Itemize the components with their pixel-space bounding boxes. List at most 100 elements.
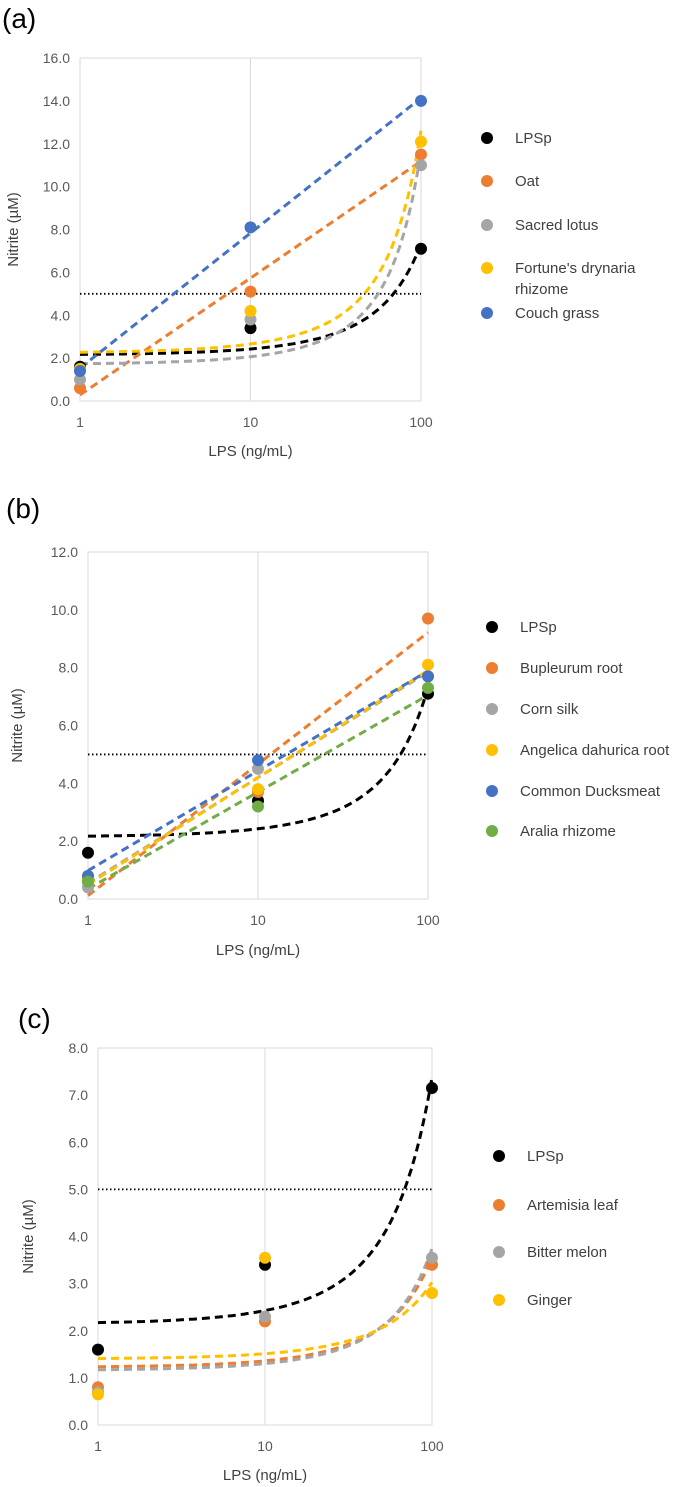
y-tick-label: 0.0 <box>59 891 79 907</box>
legend-marker <box>481 307 493 319</box>
legend-marker <box>486 744 498 756</box>
data-point-bupleurum-root <box>422 612 434 625</box>
data-point-angelica-dahurica-root <box>422 658 434 671</box>
y-tick-label: 4.0 <box>69 1229 89 1245</box>
y-axis-title: Nitrite (µM) <box>5 192 22 266</box>
data-point-ginger <box>259 1251 271 1264</box>
trendline-bitter-melon <box>98 1248 434 1372</box>
legend-marker <box>481 175 493 187</box>
legend-label: Fortune's drynaria rhizome <box>515 260 636 298</box>
legend: LPSp Oat Sacred lotus Fortune's drynaria rhi… <box>481 130 636 322</box>
data-point-sacred-lotus <box>415 159 427 172</box>
legend-marker <box>481 262 493 274</box>
trendline-lpsp <box>97 1077 434 1325</box>
data-point-oat <box>244 285 257 298</box>
data-point-couch-grass <box>415 94 427 107</box>
y-tick-label: 6.0 <box>59 718 79 734</box>
legend-label: LPSp <box>520 619 557 636</box>
chart-panel-2: (b) 1 10 100 0.0 2.0 4.0 6.0 8.0 10.0 12.0 LPS (ng/… <box>6 493 670 959</box>
y-tick-label: 0.0 <box>51 393 71 409</box>
legend-label: Bupleurum root <box>520 660 623 677</box>
legend-label: Common Ducksmeat <box>520 783 661 800</box>
legend-label: Oat <box>515 173 540 190</box>
y-tick-label: 4.0 <box>59 775 79 791</box>
data-point-sacred-lotus <box>74 373 86 386</box>
y-tick-label: 8.0 <box>69 1040 89 1056</box>
legend-label: LPSp <box>527 1148 564 1165</box>
legend-label: Couch grass <box>515 305 599 322</box>
x-tick-label: 10 <box>257 1438 273 1454</box>
y-tick-label: 10.0 <box>43 179 70 195</box>
legend-label: Sacred lotus <box>515 217 598 234</box>
x-tick-label: 1 <box>94 1438 102 1454</box>
x-tick-label: 100 <box>409 414 433 430</box>
legend-label: Aralia rhizome <box>520 823 616 840</box>
data-point-lpsp <box>82 846 94 859</box>
data-point-aralia-rhizome <box>422 681 434 694</box>
y-tick-label: 14.0 <box>43 93 70 109</box>
x-tick-label: 100 <box>416 912 440 928</box>
legend-marker <box>493 1246 505 1258</box>
data-point-ginger <box>426 1287 438 1300</box>
data-point-couch-grass <box>74 364 86 377</box>
y-tick-label: 16.0 <box>43 50 70 66</box>
x-axis-title: LPS (ng/mL) <box>208 443 292 460</box>
legend: LPSp Bupleurum root Corn silk Angelica dahu… <box>486 619 670 840</box>
legend-marker <box>493 1294 505 1306</box>
legend-label: Artemisia leaf <box>527 1197 619 1214</box>
trendline-sacred-lotus <box>80 151 423 366</box>
trendline-oat <box>79 160 422 397</box>
data-point-lpsp <box>92 1343 104 1356</box>
legend-marker <box>486 703 498 715</box>
legend-marker <box>486 825 498 837</box>
legend-marker <box>481 132 493 144</box>
data-point-bitter-melon <box>426 1251 438 1264</box>
data-point-corn-silk <box>252 762 264 775</box>
y-axis-title: Nitrite (µM) <box>20 1199 37 1273</box>
y-tick-label: 10.0 <box>51 602 78 618</box>
legend-marker <box>486 785 498 797</box>
y-tick-label: 0.0 <box>69 1417 89 1433</box>
data-point-common-ducksmeat <box>252 754 264 767</box>
data-point-couch-grass <box>244 221 257 234</box>
legend-label: Bitter melon <box>527 1244 607 1261</box>
data-point-fortune-s-drynaria-rhizome <box>415 135 427 148</box>
data-point-aralia-rhizome <box>82 875 94 888</box>
legend-label: Angelica dahurica root <box>520 742 670 759</box>
y-tick-label: 4.0 <box>51 307 71 323</box>
data-point-fortune-s-drynaria-rhizome <box>244 304 257 317</box>
x-tick-label: 1 <box>84 912 92 928</box>
legend-marker <box>481 219 493 231</box>
chart-panel-1: (a) 1 10 100 0.0 2.0 4.0 6.0 8.0 10.0 12.0 14.0 16.0… <box>2 3 636 460</box>
panel-label: (b) <box>6 493 40 524</box>
x-tick-label: 10 <box>243 414 259 430</box>
legend-marker <box>486 662 498 674</box>
data-point-oat <box>74 382 86 395</box>
x-axis-title: LPS (ng/mL) <box>216 942 300 959</box>
chart-panel-3: (c) 1 10 100 0.0 1.0 2.0 3.0 4.0 5.0 6.0 7.0 8.0 LPS … <box>18 1003 619 1484</box>
y-tick-label: 12.0 <box>51 544 78 560</box>
trendline-artemisia-leaf <box>98 1257 434 1369</box>
y-tick-label: 1.0 <box>69 1370 89 1386</box>
y-tick-label: 2.0 <box>69 1323 89 1339</box>
y-tick-label: 12.0 <box>43 136 70 152</box>
x-axis-title: LPS (ng/mL) <box>223 1467 307 1484</box>
trendline-couch-grass <box>79 96 422 370</box>
trendline-ginger <box>98 1281 434 1360</box>
y-tick-label: 6.0 <box>69 1134 89 1150</box>
trendline-lpsp <box>88 686 430 838</box>
y-axis-title: Nitrite (µM) <box>9 688 26 762</box>
legend-label: Ginger <box>527 1292 572 1309</box>
y-tick-label: 5.0 <box>69 1181 89 1197</box>
trendline-angelica-dahurica-root <box>87 669 429 886</box>
data-point-ginger <box>92 1388 104 1401</box>
data-point-oat <box>415 148 427 161</box>
x-tick-label: 1 <box>76 414 84 430</box>
panel-label: (a) <box>2 3 36 34</box>
legend-marker <box>493 1199 505 1211</box>
y-tick-label: 8.0 <box>59 660 79 676</box>
data-point-lpsp <box>426 1082 438 1095</box>
data-point-aralia-rhizome <box>252 800 264 813</box>
trendline-fortune-s-drynaria-rhizome <box>80 130 423 354</box>
y-tick-label: 2.0 <box>51 350 71 366</box>
